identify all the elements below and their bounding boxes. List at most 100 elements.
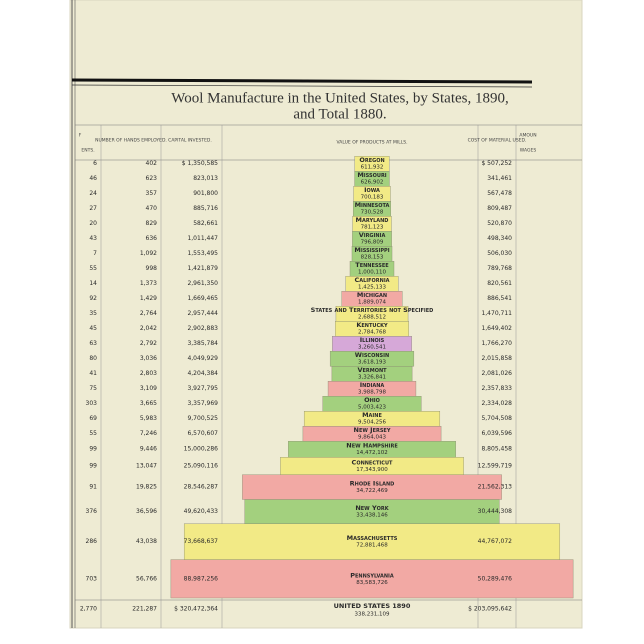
table-cell: 21,562,313 <box>478 484 513 491</box>
value-label: 9,504,256 <box>358 420 386 426</box>
table-cell: 99 <box>89 462 97 469</box>
table-cell: 998 <box>146 265 158 272</box>
table-cell: $ 1,350,585 <box>182 160 218 167</box>
table-cell: 56,766 <box>136 575 157 582</box>
table-cell: 3,665 <box>140 400 157 407</box>
bar-label: Indiana <box>360 381 385 389</box>
table-cell: 402 <box>146 160 158 167</box>
value-label: 611,932 <box>361 165 384 171</box>
table-cell: 7 <box>93 250 97 257</box>
table-cell: 341,461 <box>487 175 512 182</box>
bar-label: States and Territories not Specified <box>311 306 434 314</box>
table-cell: 2,015,858 <box>481 355 512 362</box>
table-cell: 2,957,444 <box>187 310 218 317</box>
table-cell: 44,767,072 <box>478 538 513 545</box>
bar <box>244 499 500 524</box>
table-cell: 1,669,465 <box>187 295 218 302</box>
table-cell: 2,357,833 <box>481 385 512 392</box>
table-cell: 46 <box>89 175 97 182</box>
bar-label: Minnesota <box>355 201 390 209</box>
table-cell: 2,042 <box>140 325 157 332</box>
value-label: 14,472,102 <box>356 450 388 456</box>
bar-label: Maryland <box>356 216 389 224</box>
table-cell: 901,800 <box>193 190 218 197</box>
table-cell: 49,620,433 <box>184 508 219 515</box>
value-label: 34,722,469 <box>356 488 388 494</box>
bar-label: Vermont <box>357 366 387 374</box>
table-cell: 703 <box>86 575 98 582</box>
bar-label: Rhode Island <box>350 480 395 488</box>
total-cell: 2,770 <box>80 606 97 613</box>
total-cell: $ 203,095,642 <box>468 606 512 613</box>
table-cell: 829 <box>146 220 158 227</box>
column-header: NUMBER OF HANDS EMPLOYED. <box>95 138 167 144</box>
table-cell: 9,446 <box>140 446 157 453</box>
table-cell: 1,553,495 <box>187 250 218 257</box>
table-cell: 1,373 <box>140 280 157 287</box>
table-cell: 69 <box>89 415 97 422</box>
value-label: 3,326,841 <box>358 375 386 381</box>
table-cell: 9,700,525 <box>187 415 218 422</box>
table-cell: 2,902,883 <box>187 325 218 332</box>
value-label: 1,425,133 <box>358 285 386 291</box>
table-cell: 73,668,637 <box>184 538 219 545</box>
table-cell: 1,649,402 <box>481 325 512 332</box>
table-cell: 41 <box>89 370 97 377</box>
table-cell: 35 <box>89 310 97 317</box>
value-label: 9,864,043 <box>358 435 386 441</box>
value-label: 730,528 <box>361 210 384 216</box>
title-line: Wool Manufacture in the United States, b… <box>171 90 508 106</box>
bar-label: Virginia <box>359 231 386 239</box>
table-cell: 286 <box>86 538 98 545</box>
value-label: 2,784,768 <box>358 330 386 336</box>
table-cell: 567,478 <box>487 190 512 197</box>
bar <box>183 523 561 560</box>
table-cell: 91 <box>89 484 97 491</box>
value-label: 83,583,726 <box>356 580 388 586</box>
value-label: 828,153 <box>361 255 384 261</box>
column-header: WAGES <box>520 148 537 154</box>
table-cell: 1,421,879 <box>187 265 218 272</box>
table-cell: 3,385,784 <box>187 340 218 347</box>
bar-label: Mississippi <box>354 246 389 254</box>
table-cell: 15,000,286 <box>184 446 219 453</box>
column-header: ENTS. <box>81 148 94 154</box>
table-cell: 789,768 <box>487 265 512 272</box>
table-cell: 92 <box>89 295 97 302</box>
table-cell: 885,716 <box>193 205 218 212</box>
table-cell: 43 <box>89 235 97 242</box>
table-cell: 75 <box>89 385 97 392</box>
table-cell: 820,561 <box>487 280 512 287</box>
value-label: 3,618,193 <box>358 360 386 366</box>
bar <box>354 156 390 172</box>
value-label: 796,809 <box>361 240 384 246</box>
total-label: UNITED STATES 1890 <box>334 602 411 610</box>
table-cell: 1,470,711 <box>481 310 512 317</box>
table-cell: 24 <box>89 190 97 197</box>
total-cell: 221,287 <box>132 606 157 613</box>
table-cell: 45 <box>89 325 97 332</box>
table-cell: 1,766,270 <box>481 340 512 347</box>
bar-label: Illinois <box>360 336 385 344</box>
value-label: 2,688,512 <box>358 315 386 321</box>
table-cell: 80 <box>89 355 97 362</box>
title-line: and Total 1880. <box>293 106 386 122</box>
table-cell: 55 <box>89 430 97 437</box>
table-cell: 3,109 <box>140 385 157 392</box>
column-header: CAPITAL INVESTED. <box>168 138 212 144</box>
table-cell: $ 507,252 <box>481 160 512 167</box>
table-cell: 3,357,969 <box>187 400 218 407</box>
value-label: 3,260,541 <box>358 345 386 351</box>
bar-label: Massachusetts <box>347 534 398 542</box>
table-cell: 19,825 <box>136 484 157 491</box>
table-cell: 55 <box>89 265 97 272</box>
table-cell: 2,081,026 <box>481 370 512 377</box>
bar-label: Maine <box>362 411 382 419</box>
table-cell: 2,764 <box>140 310 157 317</box>
total-cell: $ 320,472,364 <box>174 606 218 613</box>
table-cell: 886,541 <box>487 295 512 302</box>
table-cell: 88,987,256 <box>184 575 219 582</box>
bar-label: Missouri <box>357 171 386 179</box>
bar-label: California <box>354 276 389 284</box>
